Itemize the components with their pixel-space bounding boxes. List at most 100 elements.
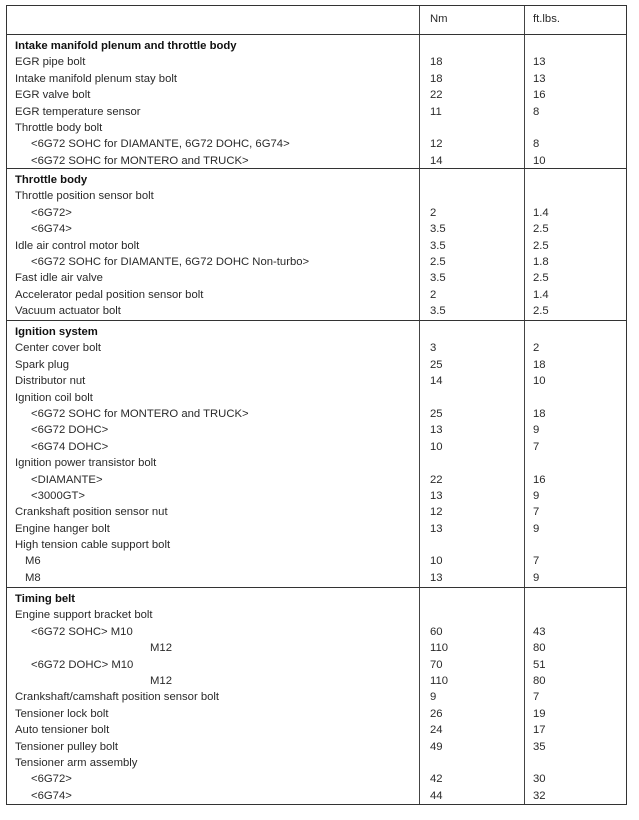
- item-label: Throttle body bolt: [15, 121, 103, 134]
- value-ftlbs: 18: [533, 407, 546, 420]
- item-label: M12: [150, 674, 172, 687]
- column-divider: [419, 169, 420, 320]
- item-label: <6G72 DOHC>: [31, 424, 109, 437]
- table-section: Intake manifold plenum and throttle body…: [7, 35, 626, 169]
- value-ftlbs: 2: [533, 342, 540, 355]
- value-ftlbs: 9: [533, 489, 540, 502]
- item-label: <6G74 DOHC>: [31, 440, 109, 453]
- value-nm: 3.5: [430, 223, 446, 236]
- value-ftlbs: 2.5: [533, 239, 549, 252]
- item-label: Auto tensioner bolt: [15, 724, 110, 737]
- table-row: Ignition power transistor bolt: [7, 455, 626, 471]
- table-row: <6G72> 42 30: [7, 771, 626, 787]
- value-ftlbs: 9: [533, 571, 540, 584]
- value-nm: 110: [430, 674, 449, 687]
- item-label: <3000GT>: [31, 489, 86, 502]
- item-label: High tension cable support bolt: [15, 539, 171, 552]
- value-nm: 12: [430, 506, 443, 519]
- item-label: <6G74>: [31, 789, 72, 802]
- item-label: Vacuum actuator bolt: [15, 305, 121, 318]
- value-nm: 25: [430, 407, 443, 420]
- value-nm: 13: [430, 424, 443, 437]
- table-row: <6G74 DOHC> 10 7: [7, 439, 626, 455]
- table-header: Nm ft.lbs.: [7, 6, 626, 35]
- table-section: Timing belt Engine support bracket bolt <6…: [7, 588, 626, 805]
- table-row: <6G74> 3.5 2.5: [7, 221, 626, 237]
- value-nm: 110: [430, 642, 449, 655]
- value-ftlbs: 7: [533, 506, 540, 519]
- table-row: Crankshaft position sensor nut 12 7: [7, 504, 626, 520]
- table-row: <6G74> 44 32: [7, 788, 626, 804]
- value-ftlbs: 18: [533, 358, 546, 371]
- item-label: M12: [150, 642, 172, 655]
- item-label: Idle air control motor bolt: [15, 239, 140, 252]
- value-ftlbs: 80: [533, 674, 546, 687]
- table-row: Engine hanger bolt 13 9: [7, 521, 626, 537]
- value-ftlbs: 8: [533, 138, 540, 151]
- value-nm: 25: [430, 358, 443, 371]
- item-label: <6G72 SOHC for DIAMANTE, 6G72 DOHC, 6G74…: [31, 138, 290, 151]
- value-ftlbs: 1.4: [533, 288, 549, 301]
- item-label: Intake manifold plenum stay bolt: [15, 72, 178, 85]
- column-divider: [419, 321, 420, 587]
- table-row: <6G72 DOHC> 13 9: [7, 422, 626, 438]
- value-nm: 12: [430, 138, 443, 151]
- header-ftlbs: ft.lbs.: [533, 13, 560, 25]
- item-label: Crankshaft/camshaft position sensor bolt: [15, 691, 220, 704]
- item-label: Throttle position sensor bolt: [15, 190, 154, 203]
- column-divider: [419, 35, 420, 168]
- value-ftlbs: 13: [533, 72, 546, 85]
- item-label: <6G72 SOHC for MONTERO and TRUCK>: [31, 407, 249, 420]
- value-nm: 10: [430, 555, 443, 568]
- table-row: Accelerator pedal position sensor bolt 2 1…: [7, 287, 626, 303]
- value-ftlbs: 10: [533, 375, 546, 388]
- item-label: <6G72 SOHC for MONTERO and TRUCK>: [31, 154, 249, 167]
- item-label: M6: [25, 555, 41, 568]
- table-section: Ignition system Center cover bolt 3 2 Spark …: [7, 321, 626, 588]
- value-ftlbs: 7: [533, 555, 540, 568]
- item-label: Engine support bracket bolt: [15, 609, 153, 622]
- value-nm: 44: [430, 789, 443, 802]
- item-label: Center cover bolt: [15, 342, 102, 355]
- table-row: Engine support bracket bolt: [7, 607, 626, 623]
- table-section: Throttle body Throttle position sensor bo…: [7, 169, 626, 321]
- table-row: EGR valve bolt 22 16: [7, 87, 626, 103]
- value-nm: 2: [430, 206, 437, 219]
- value-ftlbs: 30: [533, 773, 546, 786]
- section-title: Timing belt: [15, 593, 76, 605]
- value-nm: 22: [430, 473, 443, 486]
- value-nm: 60: [430, 625, 443, 638]
- value-ftlbs: 19: [533, 707, 546, 720]
- torque-spec-table: Nm ft.lbs. Intake manifold plenum and th…: [6, 5, 627, 806]
- value-ftlbs: 7: [533, 691, 540, 704]
- item-label: EGR pipe bolt: [15, 56, 86, 69]
- table-row: EGR temperature sensor 11 8: [7, 104, 626, 120]
- value-ftlbs: 17: [533, 724, 546, 737]
- value-ftlbs: 2.5: [533, 305, 549, 318]
- section-title: Intake manifold plenum and throttle body: [15, 40, 237, 52]
- table-row: <DIAMANTE> 22 16: [7, 472, 626, 488]
- value-nm: 10: [430, 440, 443, 453]
- value-ftlbs: 1.8: [533, 255, 549, 268]
- value-nm: 13: [430, 571, 443, 584]
- column-divider: [524, 321, 525, 587]
- value-nm: 3.5: [430, 305, 446, 318]
- value-nm: 3.5: [430, 272, 446, 285]
- table-row: Intake manifold plenum stay bolt 18 13: [7, 71, 626, 87]
- value-ftlbs: 32: [533, 789, 546, 802]
- value-ftlbs: 7: [533, 440, 540, 453]
- header-nm: Nm: [430, 13, 448, 25]
- value-ftlbs: 13: [533, 56, 546, 69]
- table-row: Tensioner lock bolt 26 19: [7, 706, 626, 722]
- table-row: <6G72 SOHC for DIAMANTE, 6G72 DOHC Non-t…: [7, 254, 626, 270]
- value-ftlbs: 51: [533, 658, 546, 671]
- item-label: EGR temperature sensor: [15, 105, 141, 118]
- value-nm: 22: [430, 89, 443, 102]
- table-row: Center cover bolt 3 2: [7, 340, 626, 356]
- table-row: Throttle body bolt: [7, 120, 626, 136]
- item-label: Tensioner pulley bolt: [15, 740, 118, 753]
- table-row: M12 110 80: [7, 640, 626, 656]
- item-label: Engine hanger bolt: [15, 522, 110, 535]
- column-divider: [524, 6, 525, 34]
- value-nm: 3.5: [430, 239, 446, 252]
